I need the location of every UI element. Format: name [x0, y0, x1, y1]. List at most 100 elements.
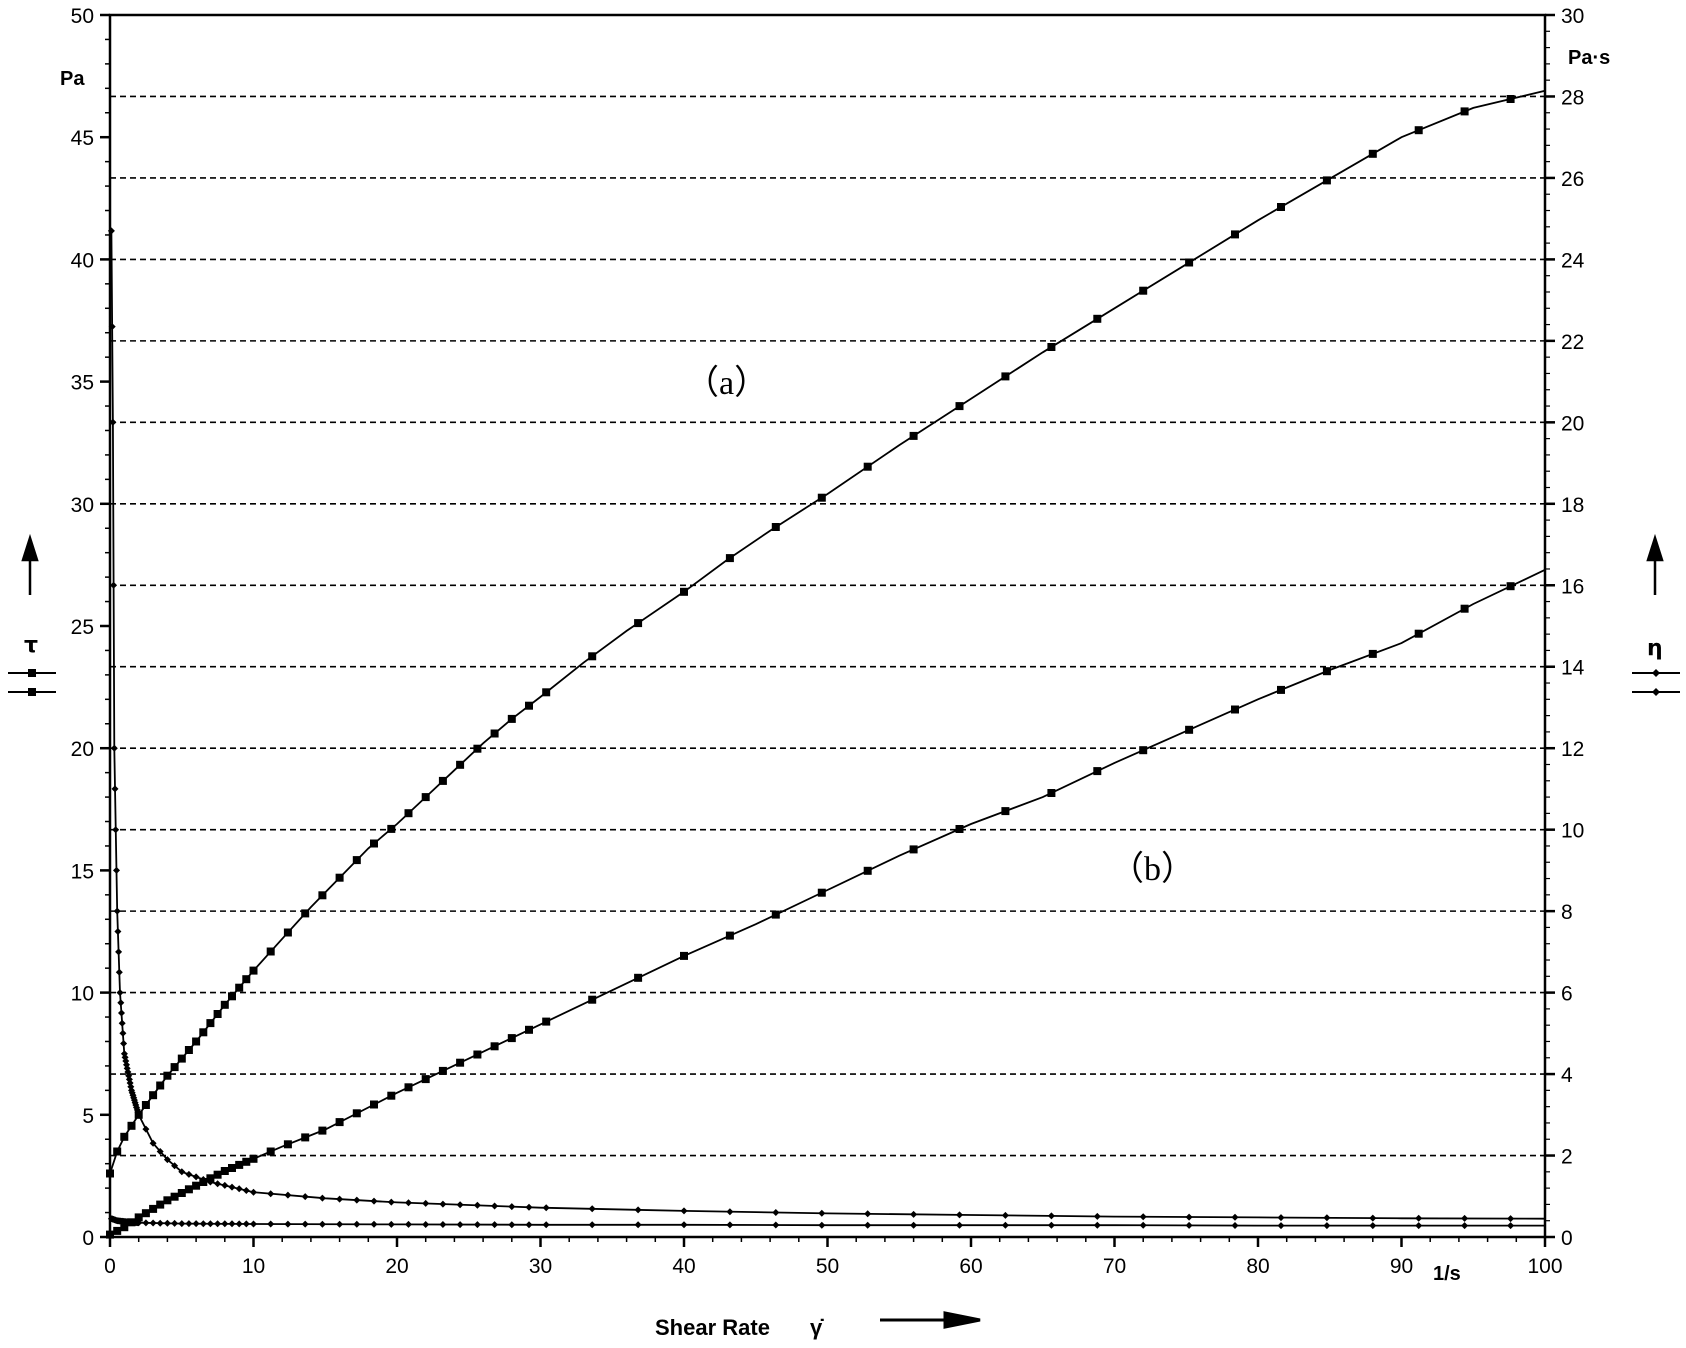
data-point [156, 1200, 165, 1209]
data-point [1322, 667, 1331, 676]
data-point [115, 968, 123, 976]
data-point [283, 928, 292, 937]
x-tick-label: 70 [1103, 1255, 1126, 1278]
data-point [1507, 1215, 1515, 1223]
x-axis-tick-labels: 0 10 20 30 40 50 60 70 80 90 100 [104, 1255, 1562, 1278]
data-point [206, 1220, 214, 1228]
data-point [1001, 807, 1010, 816]
data-point [1139, 286, 1148, 295]
data-point [473, 1201, 481, 1209]
data-point [680, 951, 688, 960]
x-tick-label: 60 [959, 1255, 982, 1278]
data-point [113, 1147, 122, 1156]
data-point [192, 1181, 201, 1190]
annotation-a: （a） [685, 364, 768, 402]
left-tick-label: 30 [71, 494, 94, 517]
right-tick-label: 10 [1561, 820, 1584, 843]
data-point [387, 1091, 396, 1100]
data-point [863, 866, 872, 875]
data-point [284, 1220, 292, 1228]
data-point [387, 1220, 395, 1228]
data-point [680, 1207, 688, 1215]
data-point [490, 1042, 499, 1051]
data-point [1323, 1214, 1331, 1222]
data-point [421, 1075, 430, 1084]
data-point [235, 1220, 243, 1228]
data-series [106, 89, 1546, 1239]
x-tick-label: 0 [104, 1255, 116, 1278]
data-point [214, 1180, 222, 1188]
data-point [206, 1178, 214, 1186]
data-point [250, 1220, 257, 1228]
data-point [542, 1221, 550, 1229]
data-point [352, 856, 361, 865]
right-axis-legend: η [1632, 533, 1680, 696]
x-tick-label: 80 [1246, 1255, 1269, 1278]
data-point [120, 1223, 129, 1232]
data-point [134, 1213, 143, 1222]
data-point [170, 1063, 179, 1072]
left-tick-label: 10 [71, 983, 94, 1006]
x-tick-label: 20 [385, 1255, 408, 1278]
right-tick-label: 0 [1561, 1227, 1573, 1250]
up-arrow-icon [21, 533, 39, 595]
left-tick-label: 5 [82, 1105, 94, 1128]
data-point [177, 1054, 186, 1063]
data-point [149, 1204, 158, 1213]
data-point [818, 1221, 826, 1229]
data-point [588, 1221, 596, 1229]
right-tick-label: 8 [1561, 901, 1573, 924]
data-point [955, 825, 964, 833]
data-point [1323, 1222, 1331, 1230]
data-point [163, 1071, 172, 1080]
data-point [135, 1219, 143, 1227]
data-point [1047, 1221, 1055, 1229]
data-point [1139, 746, 1148, 755]
axes [108, 13, 1547, 1239]
data-point [149, 1139, 157, 1147]
data-point [235, 1160, 244, 1169]
data-point [335, 873, 344, 882]
x-tick-label: 90 [1390, 1255, 1413, 1278]
data-point [113, 866, 120, 874]
right-tick-label: 18 [1561, 494, 1584, 517]
data-point [318, 1194, 326, 1202]
data-point [771, 910, 780, 919]
data-point [680, 587, 688, 596]
data-point [220, 1000, 229, 1009]
data-point [114, 928, 122, 935]
right-tick-label: 2 [1561, 1146, 1573, 1169]
data-point [438, 776, 447, 785]
data-point [370, 1197, 378, 1205]
data-point [156, 1081, 165, 1090]
square-marker-icon [28, 669, 36, 677]
data-point [116, 989, 124, 997]
right-tick-label: 6 [1561, 983, 1573, 1006]
series-a-shear-stress [106, 89, 1546, 1178]
tick-marks [100, 13, 1555, 1247]
data-point [1322, 176, 1331, 185]
data-point [242, 1157, 251, 1166]
left-axis-legend: τ [8, 533, 56, 696]
data-point [634, 619, 643, 628]
data-point [110, 744, 118, 752]
data-point [1414, 629, 1423, 638]
series-b-viscosity [107, 1215, 1545, 1230]
data-point [353, 1220, 361, 1228]
data-point [491, 1221, 499, 1229]
data-point [680, 1221, 688, 1229]
data-point [909, 845, 918, 854]
data-point [163, 1219, 171, 1227]
left-axis-tick-labels: 0 5 10 15 20 25 30 35 40 45 50 [71, 5, 94, 1250]
data-point [120, 1132, 129, 1141]
data-point [301, 1220, 309, 1228]
data-point [142, 1125, 150, 1133]
data-point [726, 1208, 734, 1216]
data-point [113, 907, 121, 915]
data-point [110, 581, 118, 589]
data-point [228, 1164, 236, 1172]
data-point [220, 1167, 229, 1175]
data-point [1185, 258, 1194, 267]
up-arrow-icon [1646, 533, 1664, 595]
data-point [456, 1201, 464, 1209]
